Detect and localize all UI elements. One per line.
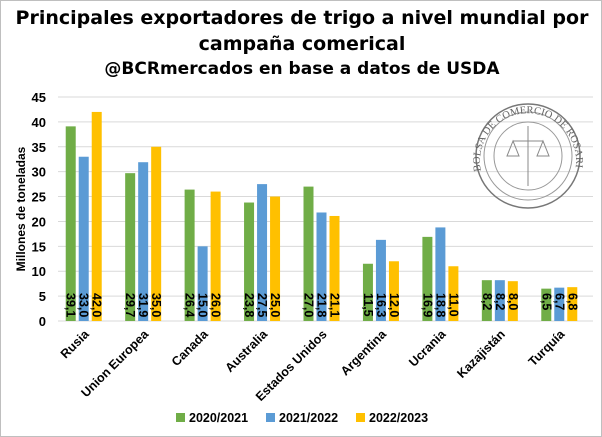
y-tick-label: 20 [32, 214, 46, 229]
data-label: 16,3 [374, 293, 388, 317]
chart-subtitle: @BCRmercados en base a datos de USDA [104, 59, 500, 79]
chart-title-line2: campaña comerical [198, 33, 406, 55]
x-tick-label: Kazajistán [454, 327, 508, 381]
bar-2020-2021 [125, 173, 136, 321]
chart-title-line1: Principales exportadores de trigo a nive… [15, 7, 589, 29]
y-tick-label: 25 [32, 190, 46, 205]
bar-2020-2021 [481, 280, 492, 321]
data-label: 16,9 [420, 293, 434, 317]
bar-2021-2022 [375, 239, 386, 321]
data-label: 31,9 [136, 293, 150, 317]
data-label: 11,5 [361, 293, 375, 317]
data-label: 39,1 [64, 293, 78, 317]
data-label: 26,4 [183, 293, 197, 317]
bar-2022-2023 [329, 215, 340, 321]
data-label: 8,2 [493, 293, 507, 310]
bar-2022-2023 [151, 146, 162, 321]
data-label: 11,0 [446, 293, 460, 317]
legend-label: 2022/2023 [369, 411, 428, 425]
bar-2022-2023 [388, 261, 399, 321]
bar-2022-2023 [91, 111, 102, 321]
data-label: 26,0 [209, 293, 223, 317]
y-tick-label: 30 [32, 165, 46, 180]
bar-2021-2022 [197, 246, 208, 321]
bar-2022-2023 [210, 191, 221, 321]
data-label: 8,2 [480, 293, 494, 310]
bar-2021-2022 [78, 156, 89, 321]
y-tick-label: 5 [39, 289, 46, 304]
bar-2021-2022 [257, 184, 268, 321]
data-label: 33,0 [77, 293, 91, 317]
bar-2022-2023 [448, 266, 459, 321]
data-label: 42,0 [90, 293, 104, 317]
bar-2021-2022 [435, 227, 446, 321]
y-tick-label: 35 [32, 140, 46, 155]
data-label: 6,7 [552, 293, 566, 310]
data-label: 6,8 [565, 293, 579, 310]
data-label: 12,0 [387, 293, 401, 317]
bar-2020-2021 [244, 202, 255, 321]
y-tick-label: 15 [32, 239, 46, 254]
bar-2022-2023 [567, 287, 578, 321]
data-label: 21,8 [315, 293, 329, 317]
y-tick-label: 45 [32, 90, 46, 105]
data-label: 29,7 [123, 293, 137, 317]
bar-2021-2022 [494, 280, 505, 321]
bar-2022-2023 [507, 281, 518, 321]
bar-2020-2021 [184, 189, 195, 321]
x-tick-label: Canada [169, 326, 212, 369]
y-tick-label: 40 [32, 115, 46, 130]
x-tick-label: Australia [222, 326, 270, 374]
bar-2020-2021 [422, 236, 433, 321]
x-tick-label: Turquía [526, 326, 568, 368]
y-tick-label: 10 [32, 264, 46, 279]
data-label: 6,5 [539, 293, 553, 310]
data-label: 23,8 [242, 293, 256, 317]
data-label: 18,8 [433, 293, 447, 317]
legend-swatch [266, 413, 275, 422]
data-label: 27,0 [302, 293, 316, 317]
data-label: 25,0 [268, 293, 282, 317]
legend-swatch [176, 413, 185, 422]
bar-2021-2022 [554, 287, 565, 321]
legend-label: 2021/2022 [279, 411, 338, 425]
legend-swatch [356, 413, 365, 422]
y-axis-label: Millones de toneladas [14, 146, 28, 271]
bar-2020-2021 [541, 288, 552, 321]
y-tick-label: 0 [39, 314, 46, 329]
x-tick-label: Argentina [338, 326, 390, 378]
data-label: 21,1 [328, 293, 342, 317]
bar-2022-2023 [270, 196, 281, 321]
data-label: 8,0 [506, 293, 520, 310]
data-label: 15,0 [196, 293, 210, 317]
bar-2020-2021 [65, 126, 76, 321]
x-tick-label: Ucrania [406, 326, 449, 369]
bar-2021-2022 [316, 212, 327, 321]
x-tick-label: Rusia [58, 326, 93, 361]
bar-2020-2021 [303, 186, 314, 321]
data-label: 35,0 [149, 293, 163, 317]
legend-label: 2020/2021 [189, 411, 248, 425]
bar-2021-2022 [138, 162, 149, 321]
data-label: 27,5 [255, 293, 269, 317]
bar-2020-2021 [362, 263, 373, 321]
